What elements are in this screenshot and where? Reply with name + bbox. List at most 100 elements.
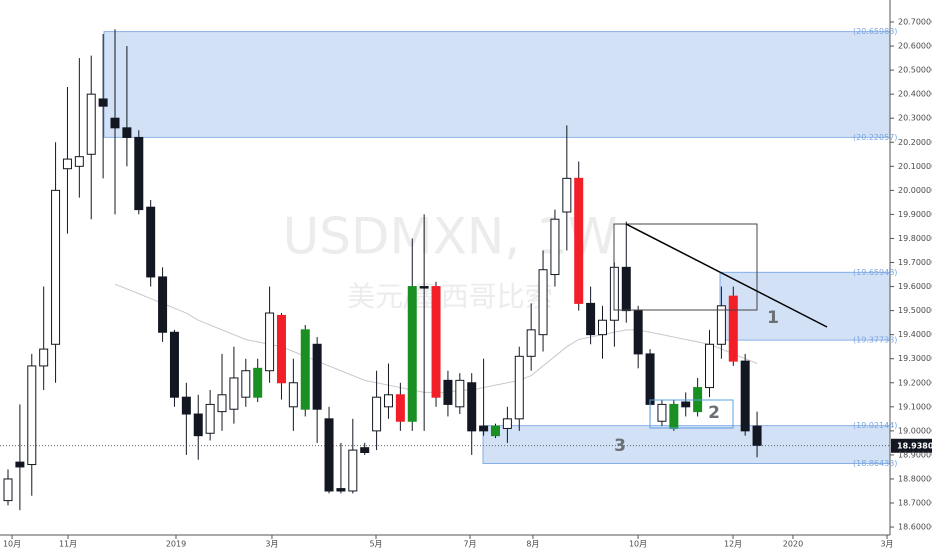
candle-body	[288, 382, 298, 408]
y-tick-label: 19.90000	[898, 210, 932, 219]
candle-body	[276, 314, 286, 384]
zone-top-label: (19.02144)	[853, 421, 897, 430]
candle-body	[490, 425, 500, 437]
y-tick-label: 19.20000	[898, 378, 932, 387]
x-tick-label: 2020	[783, 540, 803, 549]
candle-body	[514, 355, 524, 420]
candle-body	[169, 331, 179, 398]
candle-body	[395, 394, 405, 422]
y-tick-label: 19.30000	[898, 354, 932, 363]
last-price-label: 18.93800	[897, 441, 932, 450]
zones	[103, 31, 891, 464]
candle-body	[86, 93, 96, 155]
candle-body	[110, 117, 120, 129]
candle-body	[550, 218, 560, 276]
candle-body	[479, 425, 489, 432]
x-tick-label: 5月	[369, 540, 382, 549]
y-tick-label: 19.50000	[898, 306, 932, 315]
y-tick-label: 19.10000	[898, 402, 932, 411]
small-box	[649, 399, 734, 429]
zone-top-label: (20.65983)	[853, 27, 897, 36]
y-tick-label: 19.00000	[898, 426, 932, 435]
trend-line	[625, 223, 828, 328]
x-tick-label: 10月	[629, 540, 647, 549]
zone	[482, 425, 891, 464]
candle-body	[586, 302, 596, 336]
y-tick-label: 18.70000	[898, 499, 932, 508]
candle-body	[312, 343, 322, 410]
candle-body	[383, 394, 393, 408]
candle-body	[538, 269, 548, 336]
zone-bottom-label: (18.86433)	[853, 459, 897, 468]
annotation: 2	[708, 403, 720, 423]
x-tick-label: 8月	[526, 540, 539, 549]
candle-body	[669, 403, 679, 429]
candle-body	[324, 418, 334, 492]
candle-body	[193, 413, 203, 437]
candle-body	[621, 266, 631, 312]
candle-body	[181, 396, 191, 415]
zone	[103, 31, 891, 138]
y-tick-label: 20.50000	[898, 66, 932, 75]
candle-body	[657, 403, 667, 422]
candle-body	[407, 286, 417, 422]
y-tick-label: 19.80000	[898, 234, 932, 243]
candle-body	[98, 98, 108, 107]
y-tick-label: 20.10000	[898, 162, 932, 171]
candle-body	[562, 177, 572, 213]
annotation: 1	[767, 308, 779, 328]
y-tick-label: 20.70000	[898, 18, 932, 27]
candle-body	[27, 365, 37, 466]
y-tick-label: 18.80000	[898, 474, 932, 483]
candle-body	[253, 367, 263, 398]
candle-body	[740, 360, 750, 432]
candle-body	[62, 158, 72, 170]
zone-bottom-label: (19.37733)	[853, 336, 897, 345]
candle-body	[681, 401, 691, 408]
y-tick-label: 20.30000	[898, 114, 932, 123]
candle-body	[705, 343, 715, 389]
x-tick-label: 10月	[3, 540, 21, 549]
candle-body	[3, 478, 13, 502]
y-tick-label: 20.00000	[898, 186, 932, 195]
x-tick-label: 11月	[59, 540, 77, 549]
candle-body	[74, 156, 84, 167]
y-tick-label: 20.60000	[898, 42, 932, 51]
candle-body	[419, 286, 429, 289]
candle-body	[633, 310, 643, 355]
candle-body	[502, 418, 512, 429]
candle-body	[526, 329, 536, 357]
y-tick-label: 18.60000	[898, 523, 932, 532]
candle-body	[598, 319, 608, 336]
candle-body	[348, 449, 358, 492]
watermark-subtitle: 美元/墨西哥比索	[347, 280, 552, 313]
y-tick-label: 20.20000	[898, 138, 932, 147]
x-tick-label: 2019	[166, 540, 186, 549]
axes: (20.65983) (20.22057) (19.65948) (19.37733)…	[0, 18, 932, 549]
zone-top-label: (19.65948)	[853, 268, 897, 277]
candle-body	[300, 329, 310, 410]
candle-body	[443, 379, 453, 405]
candle-body	[51, 189, 61, 345]
zone-bottom-label: (20.22057)	[853, 133, 897, 142]
last-price-box	[891, 438, 932, 453]
x-tick-label: 7月	[463, 540, 476, 549]
range-box	[613, 223, 758, 311]
candle-body	[134, 136, 144, 211]
y-tick-label: 19.40000	[898, 330, 932, 339]
candle-body	[217, 394, 227, 413]
candle-body	[728, 295, 738, 362]
candle-body	[229, 377, 239, 410]
candle-body	[752, 425, 762, 446]
candle-body	[15, 461, 25, 468]
y-tick-label: 20.40000	[898, 90, 932, 99]
candle-body	[39, 348, 49, 367]
y-tick-label: 19.60000	[898, 282, 932, 291]
candle-body	[146, 206, 156, 278]
y-tick-label: 19.70000	[898, 258, 932, 267]
candle-body	[336, 488, 346, 492]
watermark: USDMXN, 1W	[283, 208, 618, 266]
x-tick-label: 3月	[265, 540, 278, 549]
